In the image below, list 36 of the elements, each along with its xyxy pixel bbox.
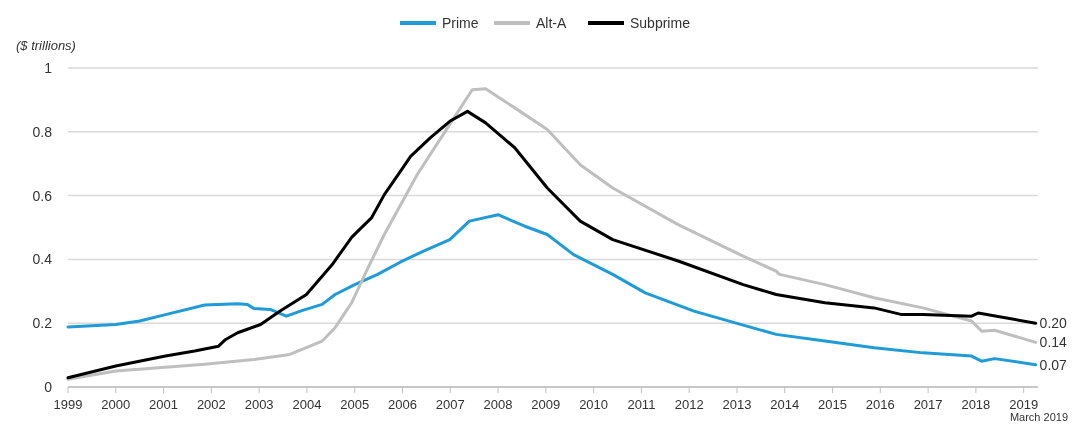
y-tick-label: 1 (44, 60, 53, 76)
y-tick-label: 0.4 (32, 251, 53, 268)
x-tick-label: 2002 (196, 397, 226, 412)
x-tick-label: 2013 (722, 397, 752, 412)
data-label: 0.07 (1039, 356, 1068, 373)
x-tick-label: 2011 (627, 397, 656, 412)
x-tick-label: 2019 (1009, 397, 1039, 412)
x-tick-label: 2017 (913, 397, 943, 412)
y-tick-label: 0 (44, 379, 53, 395)
x-tick-label: 2018 (961, 397, 991, 412)
x-tick-label: 2012 (674, 397, 704, 412)
x-tick-label: 2016 (865, 397, 895, 412)
x-tick-label: 2008 (483, 397, 513, 412)
x-tick-label: 2005 (340, 397, 370, 412)
x-tick-label: 2014 (770, 397, 800, 412)
x-tick-label: 2015 (818, 397, 847, 412)
x-tick-label: 1999 (53, 397, 83, 412)
x-tick-label: 2007 (435, 397, 465, 412)
data-label: 0.20 (1039, 315, 1068, 332)
data-label: 0.14 (1039, 334, 1068, 351)
legend-label: Prime (442, 15, 479, 31)
text: March 2019 (1009, 411, 1068, 423)
legend-label: Alt-A (536, 15, 567, 31)
y-tick-label: 0.2 (32, 315, 53, 332)
x-tick-label: 2004 (292, 397, 322, 412)
legend-label: Subprime (630, 15, 691, 31)
y-tick-label: 0.8 (32, 123, 53, 140)
x-tick-label: 2006 (388, 397, 417, 412)
x-tick-label: 2009 (531, 397, 561, 412)
x-tick-label: 2010 (579, 397, 609, 412)
x-tick-label: 2001 (149, 397, 179, 412)
x-tick-label: 2003 (244, 397, 274, 412)
x-tick-label: 2000 (101, 397, 131, 412)
y-tick-label: 0.6 (32, 187, 53, 204)
line-series (66, 213, 1038, 367)
y-axis-title: ($ trillions) (16, 38, 76, 53)
